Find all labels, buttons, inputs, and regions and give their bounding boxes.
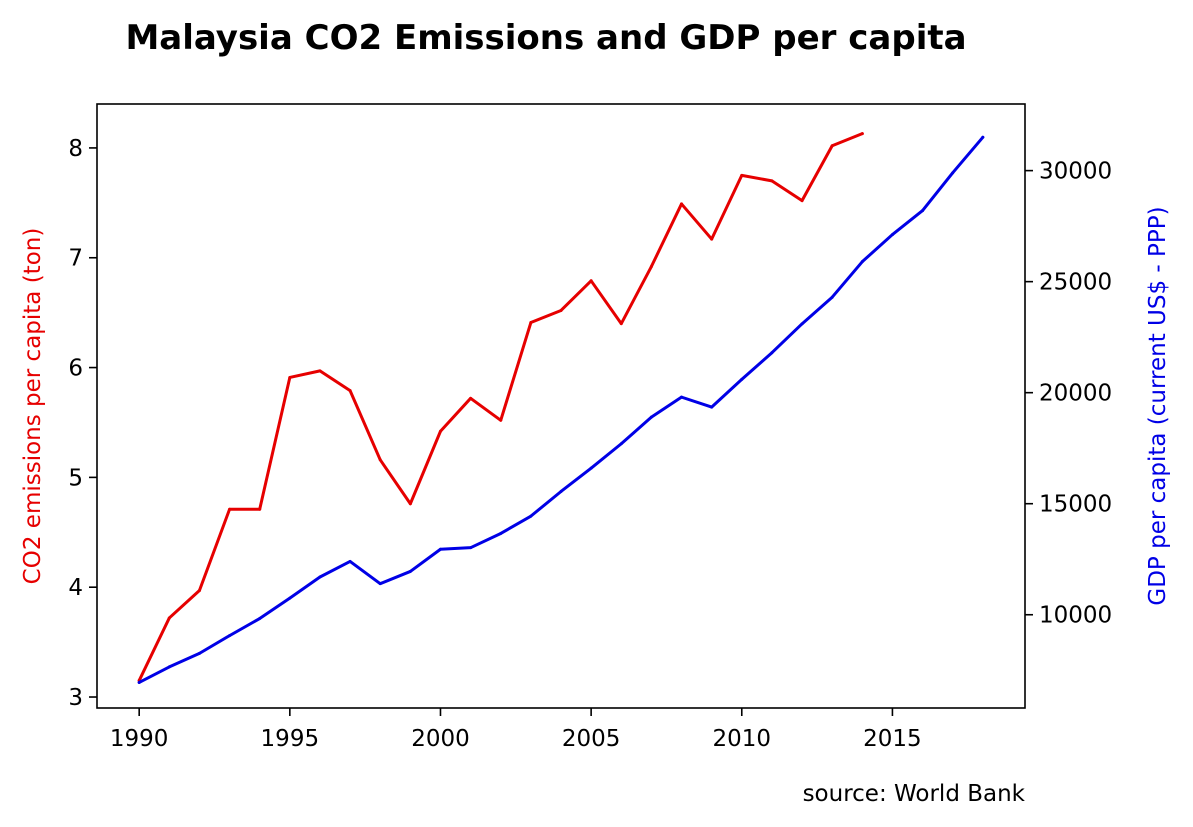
x-tick-label: 2015: [863, 726, 922, 752]
co2-data-point: [348, 389, 352, 393]
x-tick-label: 1995: [261, 726, 320, 752]
gdp-data-point: [408, 569, 412, 573]
gdp-data-point: [167, 665, 171, 669]
gdp-data-point: [197, 651, 201, 655]
gdp-data-point: [710, 405, 714, 409]
gdp-data-point: [981, 135, 985, 139]
gdp-data-point: [438, 547, 442, 551]
left-tick-label: 3: [68, 685, 83, 711]
gdp-data-point: [951, 171, 955, 175]
left-tick-label: 6: [68, 356, 83, 382]
left-tick-label: 5: [68, 465, 83, 491]
right-tick-label: 30000: [1039, 159, 1112, 185]
right-tick-label: 25000: [1039, 270, 1112, 296]
co2-data-point: [499, 418, 503, 422]
gdp-series-line: [137, 135, 985, 684]
gdp-data-point: [740, 377, 744, 381]
gdp-data-point: [589, 466, 593, 470]
co2-data-point: [408, 502, 412, 506]
co2-data-point: [258, 507, 262, 511]
co2-data-point: [680, 202, 684, 206]
left-tick-label: 4: [68, 575, 83, 601]
gdp-data-point: [378, 582, 382, 586]
co2-data-point: [318, 369, 322, 373]
co2-data-point: [167, 616, 171, 620]
co2-data-point: [830, 144, 834, 148]
co2-data-point: [378, 458, 382, 462]
gdp-data-point: [649, 415, 653, 419]
gdp-data-point: [137, 680, 141, 684]
plot-area: 1990 1995 2000 2005 2010 2015 3 4 5 6 7 8 10000 15000…: [68, 103, 1112, 752]
co2-data-point: [469, 396, 473, 400]
co2-data-point: [589, 279, 593, 283]
gdp-data-point: [890, 233, 894, 237]
co2-data-point: [800, 199, 804, 203]
gdp-data-point: [921, 209, 925, 213]
left-tick-label: 8: [68, 136, 83, 162]
gdp-data-point: [680, 395, 684, 399]
co2-data-point: [197, 588, 201, 592]
gdp-data-point: [258, 617, 262, 621]
x-tick-label: 1990: [110, 726, 169, 752]
source-note: source: World Bank: [803, 781, 1026, 807]
gdp-data-point: [619, 442, 623, 446]
x-tick-label: 2010: [713, 726, 772, 752]
co2-data-point: [559, 308, 563, 312]
gdp-data-point: [830, 295, 834, 299]
right-tick-label: 20000: [1039, 381, 1112, 407]
co2-data-point: [288, 375, 292, 379]
co2-data-point: [228, 507, 232, 511]
co2-data-point: [770, 179, 774, 183]
co2-data-point: [529, 321, 533, 325]
left-axis-label: CO2 emissions per capita (ton): [20, 228, 46, 585]
gdp-data-point: [860, 260, 864, 264]
chart-title: Malaysia CO2 Emissions and GDP per capit…: [125, 18, 966, 58]
gdp-data-point: [288, 596, 292, 600]
gdp-data-point: [770, 351, 774, 355]
left-tick-label: 7: [68, 246, 83, 272]
x-tick-label: 2000: [411, 726, 470, 752]
right-axis-label: GDP per capita (current US$ - PPP): [1145, 206, 1171, 605]
plot-frame: [96, 103, 1026, 709]
co2-data-point: [710, 237, 714, 241]
gdp-data-point: [499, 531, 503, 535]
gdp-data-point: [228, 634, 232, 638]
co2-data-point: [740, 173, 744, 177]
right-tick-label: 15000: [1039, 492, 1112, 518]
gdp-data-point: [800, 322, 804, 326]
gdp-data-point: [348, 559, 352, 563]
x-tick-label: 2005: [562, 726, 621, 752]
gdp-data-point: [469, 546, 473, 550]
gdp-data-point: [318, 575, 322, 579]
gdp-data-point: [529, 514, 533, 518]
co2-data-point: [619, 322, 623, 326]
co2-data-point: [438, 429, 442, 433]
co2-data-point: [649, 265, 653, 269]
right-tick-label: 10000: [1039, 603, 1112, 629]
co2-data-point: [860, 132, 864, 136]
co2-series-line: [137, 132, 864, 683]
gdp-data-point: [559, 489, 563, 493]
